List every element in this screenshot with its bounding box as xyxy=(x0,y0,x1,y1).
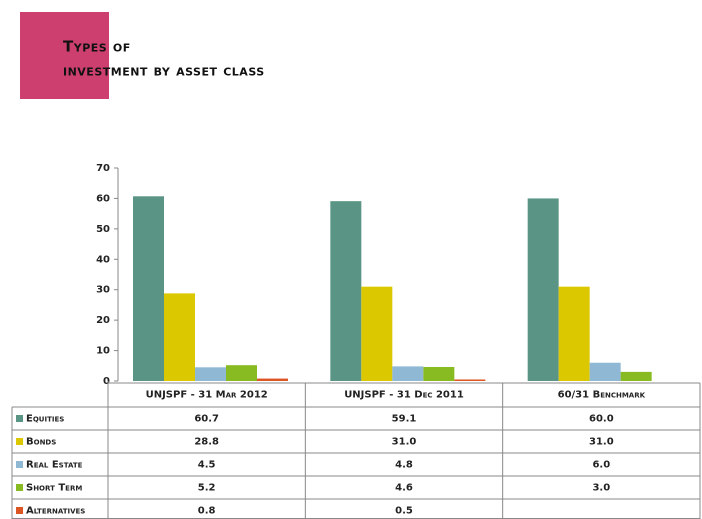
y-tick-label: 20 xyxy=(96,315,110,326)
y-tick-label: 70 xyxy=(96,163,110,174)
data-label: 4.6 xyxy=(395,483,413,494)
bar xyxy=(257,378,288,381)
x-tick-label: 60/31 Benchmark xyxy=(558,390,646,401)
x-tick-label: UNJSPF - 31 Mar 2012 xyxy=(146,390,268,401)
y-tick-label: 50 xyxy=(96,224,110,235)
data-label: 5.2 xyxy=(198,483,216,494)
bar xyxy=(361,286,393,381)
bar xyxy=(226,365,257,381)
data-label: 6.0 xyxy=(592,460,610,471)
data-label: 31.0 xyxy=(392,437,417,448)
data-label: 3.0 xyxy=(592,483,610,494)
data-label: 4.5 xyxy=(198,460,216,471)
data-label: 0.8 xyxy=(198,506,216,517)
data-label: 60.7 xyxy=(194,414,219,425)
legend-swatch xyxy=(16,438,23,445)
y-tick-label: 10 xyxy=(96,346,110,357)
legend-swatch xyxy=(16,484,23,491)
bar xyxy=(133,196,164,381)
x-tick-label: UNJSPF - 31 Dec 2011 xyxy=(344,390,464,401)
bar xyxy=(423,367,455,381)
y-tick-label: 30 xyxy=(96,285,110,296)
legend-label: Equities xyxy=(26,414,64,425)
legend-label: Short Term xyxy=(26,483,82,494)
title-box xyxy=(20,12,109,99)
legend-swatch xyxy=(16,415,23,422)
bar xyxy=(392,366,424,381)
data-label: 0.5 xyxy=(395,506,413,517)
bar xyxy=(195,367,226,381)
legend-swatch xyxy=(16,507,23,514)
bar xyxy=(558,286,590,381)
bar xyxy=(527,198,559,381)
data-label: 4.8 xyxy=(395,460,413,471)
legend-label: Bonds xyxy=(26,437,56,448)
legend-label: Real Estate xyxy=(26,460,83,471)
legend-label: Alternatives xyxy=(26,506,85,517)
legend-swatch xyxy=(16,461,23,468)
bar xyxy=(164,293,195,381)
data-label: 59.1 xyxy=(392,414,417,425)
chart-title: investment by asset class xyxy=(63,62,265,80)
y-tick-label: 40 xyxy=(96,254,110,265)
data-label: 28.8 xyxy=(194,437,219,448)
data-label: 31.0 xyxy=(589,437,614,448)
bar xyxy=(620,371,652,381)
bar xyxy=(589,362,621,381)
chart-title: Types of xyxy=(63,38,131,56)
bar xyxy=(330,201,362,381)
y-tick-label: 0 xyxy=(103,376,110,387)
y-tick-label: 60 xyxy=(96,193,110,204)
bar xyxy=(454,379,486,381)
data-label: 60.0 xyxy=(589,414,614,425)
